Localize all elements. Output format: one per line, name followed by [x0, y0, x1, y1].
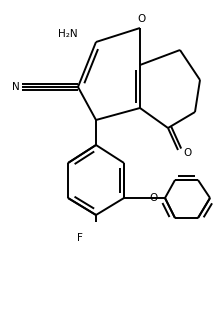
- Text: O: O: [149, 193, 157, 203]
- Text: F: F: [77, 233, 83, 243]
- Text: O: O: [184, 148, 192, 158]
- Text: H₂N: H₂N: [58, 29, 78, 39]
- Text: O: O: [137, 14, 145, 24]
- Text: N: N: [12, 82, 20, 92]
